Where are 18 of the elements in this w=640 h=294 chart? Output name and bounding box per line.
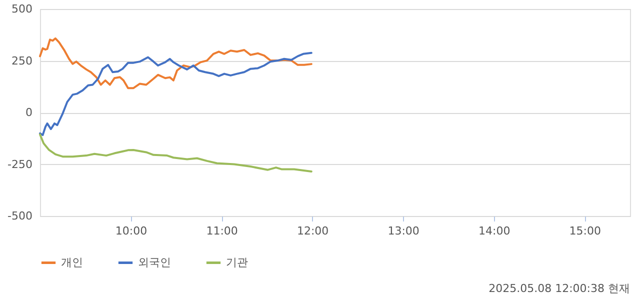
text: 2025.05.08 12:00:38 현재 — [488, 282, 630, 294]
legend-label: 기관 — [226, 256, 248, 269]
x-tick-label: 15:00 — [569, 224, 601, 238]
y-tick-label: 500 — [12, 2, 32, 16]
line-series — [39, 52, 312, 136]
x-tick-label: 13:00 — [388, 224, 420, 238]
x-tick-label: 14:00 — [478, 224, 510, 238]
y-tick-label: -250 — [8, 158, 32, 171]
legend-label: 외국인 — [138, 256, 171, 269]
line-series — [39, 37, 312, 90]
line-series — [39, 133, 312, 172]
x-tick-label: 11:00 — [206, 224, 238, 238]
legend-label: 개인 — [61, 256, 83, 269]
y-tick-label: 250 — [12, 54, 32, 68]
x-tick-label: 10:00 — [115, 224, 148, 238]
y-tick-label: -500 — [8, 210, 32, 222]
y-tick-label: 0 — [26, 106, 32, 119]
x-tick-label: 12:00 — [296, 224, 329, 238]
